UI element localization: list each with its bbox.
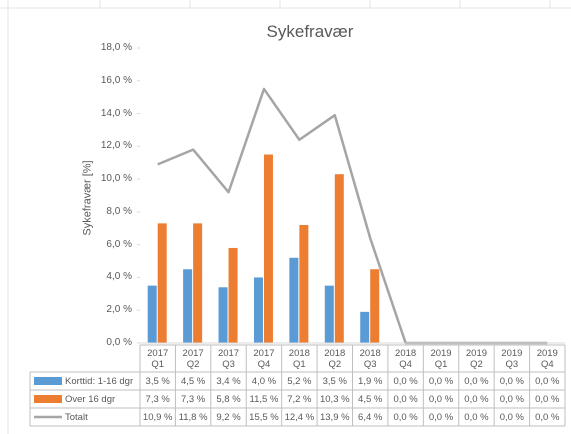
table-value: 0,0 % [428,376,454,387]
table-value: 15,5 % [249,412,279,423]
table-value: 7,3 % [180,394,206,405]
category-label: 2017 Q2 [182,348,204,370]
category-label: 2017 Q1 [147,348,169,370]
bar [360,311,370,343]
category-label: 2017 Q3 [217,348,240,370]
bar [263,154,273,343]
table-value: 5,8 % [216,394,241,405]
category-label: 2018 Q1 [288,348,310,370]
chart-title: Sykefravær [266,22,354,41]
table-value: 0,0 % [499,412,524,423]
bar [370,269,380,343]
table-value: 7,2 % [287,394,312,405]
table-value: 1,9 % [358,376,383,387]
table-value: 0,0 % [393,394,418,405]
table-value: 0,0 % [393,376,418,387]
table-value: 11,8 % [178,412,208,423]
y-tick-label: 12,0 % [100,140,132,152]
bar [157,223,167,343]
table-value: 0,0 % [499,394,524,405]
table-value: 4,5 % [180,376,206,387]
legend-key [34,395,62,403]
table-value: 13,9 % [319,412,350,423]
legend-label: Korttid: 1-16 dgr [65,376,134,387]
category-label: 2019 Q4 [536,348,558,370]
bar [324,285,334,343]
category-label: 2019 Q3 [501,348,523,370]
table-value: 11,5 % [249,394,279,405]
category-label: 2019 Q2 [465,348,488,370]
bar [228,247,238,343]
table-value: 0,0 % [464,394,489,405]
category-label: 2018 Q2 [324,348,346,370]
table-value: 3,4 % [216,376,241,387]
category-label: 2018 Q4 [395,348,417,370]
table-value: 6,4 % [358,412,383,423]
y-tick-label: 14,0 % [100,107,132,119]
table-value: 4,0 % [251,376,277,387]
table-value: 0,0 % [535,412,560,423]
table-value: 10,3 % [319,394,350,405]
table-value: 0,0 % [499,376,524,387]
y-tick-label: 4,0 % [106,271,132,283]
y-tick-label: 16,0 % [100,74,132,86]
table-value: 0,0 % [393,412,418,423]
y-tick-label: 8,0 % [106,205,132,217]
y-tick-label: 6,0 % [106,238,132,250]
table-value: 7,3 % [145,394,170,405]
category-label: 2018 Q3 [359,348,381,370]
y-tick-label: 0,0 % [106,337,132,348]
bar [253,277,263,343]
legend-label: Over 16 dgr [65,394,116,405]
category-label: 2019 Q1 [430,348,452,370]
bar [299,225,309,343]
y-tick-label: 2,0 % [106,304,132,316]
bar [334,174,344,343]
table-value: 0,0 % [428,412,454,423]
legend-key [34,377,62,385]
table-value: 3,5 % [322,376,347,387]
legend-label: Totalt [65,412,88,423]
table-value: 12,4 % [284,412,315,423]
y-tick-label: 18,0 % [100,42,132,53]
table-value: 0,0 % [535,376,560,387]
bar [183,269,193,343]
table-value: 9,2 % [216,412,241,423]
table-value: 10,9 % [142,412,173,423]
bar [193,223,203,343]
bar [218,287,228,343]
table-value: 4,5 % [358,394,383,405]
table-value: 0,0 % [428,394,454,405]
y-axis-title: Sykefravær [%] [81,160,94,236]
y-tick-label: 10,0 % [100,173,132,185]
category-label: 2017 Q4 [253,348,275,370]
table-value: 0,0 % [464,376,489,387]
table-value: 0,0 % [464,412,489,423]
table-value: 0,0 % [535,394,560,405]
table-value: 3,5 % [145,376,170,387]
line [157,87,548,345]
table-value: 5,2 % [287,376,312,387]
bar [147,285,157,343]
bar [289,257,299,343]
